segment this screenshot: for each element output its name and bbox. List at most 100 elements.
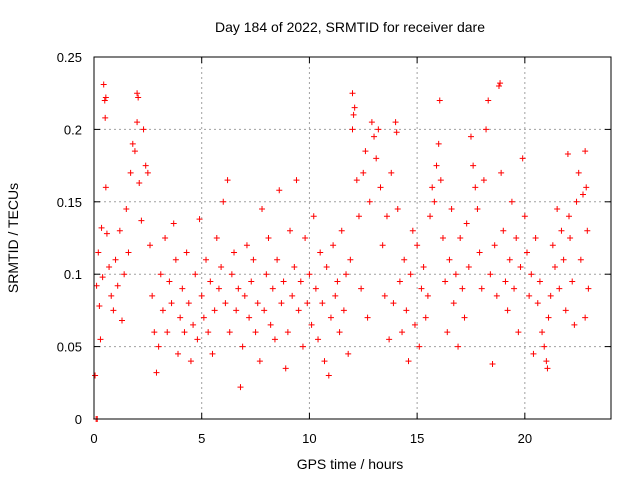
data-point <box>414 242 421 249</box>
data-point <box>123 206 130 213</box>
data-point <box>325 372 332 379</box>
data-point <box>112 256 119 263</box>
data-point <box>97 336 104 343</box>
data-point <box>312 285 319 292</box>
data-point <box>429 184 436 191</box>
data-point <box>575 169 582 176</box>
data-point <box>308 321 315 328</box>
data-point <box>138 217 145 224</box>
data-point <box>362 148 369 155</box>
data-point <box>549 242 556 249</box>
y-tick-label: 0 <box>75 412 82 427</box>
data-point <box>267 321 274 328</box>
data-point <box>411 321 418 328</box>
data-point <box>144 169 151 176</box>
data-point <box>487 271 494 278</box>
data-point <box>261 307 268 314</box>
data-point <box>136 179 143 186</box>
data-point <box>444 329 451 336</box>
data-point <box>399 329 406 336</box>
data-point <box>162 235 169 241</box>
data-point <box>371 133 378 140</box>
data-point <box>506 256 513 263</box>
data-point <box>340 307 347 314</box>
data-point <box>218 263 225 270</box>
data-point <box>336 329 343 336</box>
data-point <box>521 213 528 220</box>
data-point <box>250 256 257 263</box>
data-point <box>114 282 121 289</box>
data-point <box>157 271 164 278</box>
data-point <box>582 314 589 321</box>
data-point <box>323 263 330 270</box>
data-point <box>461 314 468 321</box>
data-point <box>585 285 592 292</box>
data-point <box>567 235 574 241</box>
data-point <box>368 119 375 126</box>
data-point <box>321 358 328 365</box>
y-axis-label: SRMTID / TECUs <box>5 183 21 293</box>
data-point <box>448 206 455 213</box>
x-tick-label: 0 <box>90 431 97 446</box>
data-point <box>455 343 462 350</box>
data-point <box>355 213 362 220</box>
data-point <box>254 300 261 307</box>
data-point <box>416 343 423 350</box>
data-point <box>102 114 109 121</box>
data-point <box>284 329 291 336</box>
data-point <box>226 329 233 336</box>
data-point <box>110 307 117 314</box>
data-point <box>196 216 203 223</box>
data-point <box>297 278 304 285</box>
data-point <box>476 249 483 256</box>
data-point <box>177 314 184 321</box>
data-point <box>228 271 235 278</box>
data-point <box>493 292 500 299</box>
data-point <box>379 242 386 249</box>
data-point <box>478 285 485 292</box>
data-point <box>332 292 339 299</box>
data-point <box>134 90 141 97</box>
data-point <box>375 126 382 133</box>
data-point <box>347 256 354 263</box>
data-point <box>579 191 586 198</box>
data-point <box>349 90 356 97</box>
data-point <box>237 384 244 391</box>
data-point <box>433 162 440 169</box>
data-point <box>119 317 126 324</box>
data-point <box>99 274 106 281</box>
data-point <box>474 206 481 213</box>
data-point <box>457 235 464 241</box>
data-point <box>360 169 367 176</box>
data-point <box>295 307 302 314</box>
data-point <box>418 285 425 292</box>
data-point <box>93 282 100 289</box>
data-point <box>544 365 551 372</box>
data-point <box>401 256 408 263</box>
data-point <box>241 292 248 299</box>
data-point <box>200 314 207 321</box>
data-point <box>422 314 429 321</box>
data-point <box>435 140 442 147</box>
data-point <box>278 300 285 307</box>
data-point <box>467 133 474 140</box>
data-point <box>437 177 444 184</box>
data-point <box>231 249 238 256</box>
data-point <box>164 329 171 336</box>
plot-frame <box>93 56 612 420</box>
y-tick-label: 0.05 <box>57 340 82 355</box>
data-point <box>383 213 390 220</box>
data-point <box>577 256 584 263</box>
data-point <box>515 329 522 336</box>
data-point <box>480 177 487 184</box>
data-point <box>100 81 107 88</box>
data-point <box>358 285 365 292</box>
data-point <box>151 329 158 336</box>
data-point <box>424 292 431 299</box>
data-point <box>282 365 289 372</box>
data-point <box>205 329 212 336</box>
data-point <box>265 235 272 241</box>
data-point <box>560 256 567 263</box>
data-point <box>131 148 138 155</box>
data-point <box>396 278 403 285</box>
